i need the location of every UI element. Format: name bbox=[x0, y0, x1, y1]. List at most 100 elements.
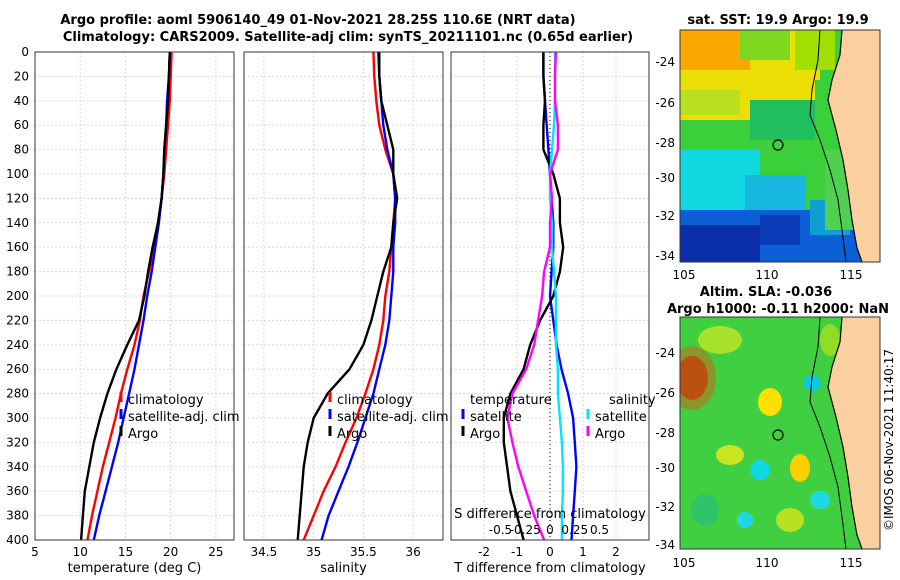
sla-map-subtitle: Argo h1000: -0.11 h2000: NaN bbox=[667, 302, 889, 317]
s-difference-tick: -0.25 bbox=[510, 523, 541, 537]
xtick-label: 34.5 bbox=[251, 545, 278, 559]
series-temperature-argo bbox=[502, 52, 565, 540]
xtick-label: 20 bbox=[163, 545, 178, 559]
legend-entry: satellite-adj. clim bbox=[337, 410, 449, 425]
ytick-label: 100 bbox=[6, 167, 29, 181]
axes-box bbox=[450, 51, 650, 541]
sst-ytick--32: -32 bbox=[655, 209, 675, 223]
legend-entry: satellite bbox=[470, 410, 522, 425]
sla-xtick-105: 105 bbox=[673, 556, 696, 570]
ytick-label: 180 bbox=[6, 265, 29, 279]
series-temperature-satellite bbox=[542, 52, 578, 540]
sla-ytick--34: -34 bbox=[655, 538, 675, 552]
sla-map: Altim. SLA: -0.036 Argo h1000: -0.11 h20… bbox=[655, 285, 889, 570]
ytick-label: 0 bbox=[21, 45, 29, 59]
sst-ytick--34: -34 bbox=[655, 249, 675, 263]
xtick-label: 0 bbox=[546, 545, 554, 559]
xtick-label: 25 bbox=[208, 545, 223, 559]
profile-panel-2: -2 -1 0 1 2 T difference from climatology temp… bbox=[450, 51, 656, 576]
profile-panels: 5 10 15 20 250204060801001201401601802002202… bbox=[6, 45, 656, 576]
sla-map-title: Altim. SLA: -0.036 bbox=[700, 285, 832, 300]
ytick-label: 120 bbox=[6, 191, 29, 205]
series-argo bbox=[296, 52, 399, 540]
ytick-label: 200 bbox=[6, 289, 29, 303]
sst-map-title: sat. SST: 19.9 Argo: 19.9 bbox=[687, 13, 868, 28]
series-group bbox=[79, 52, 173, 540]
ytick-label: 140 bbox=[6, 216, 29, 230]
profile-panel-1: 34.5 35 35.5 36 salinity climatology satellite… bbox=[243, 51, 449, 576]
legend-entry: Argo bbox=[128, 427, 158, 442]
ytick-label: 280 bbox=[6, 387, 29, 401]
ytick-label: 320 bbox=[6, 435, 29, 449]
ytick-label: 40 bbox=[14, 94, 29, 108]
legend-heading-salinity: salinity bbox=[609, 393, 656, 408]
sst-map: sat. SST: 19.9 Argo: 19.9 105 110 115 bbox=[655, 13, 881, 282]
ytick-label: 260 bbox=[6, 362, 29, 376]
sla-ytick--26: -26 bbox=[655, 386, 675, 400]
ytick-label: 80 bbox=[14, 143, 29, 157]
figure-title-line1: Argo profile: aoml 5906140_49 01-Nov-202… bbox=[60, 13, 575, 28]
series-group bbox=[296, 52, 399, 540]
figure-title-line2: Climatology: CARS2009. Satellite-adj cli… bbox=[63, 30, 633, 45]
legend-entry: satellite-adj. clim bbox=[128, 410, 240, 425]
sla-ytick--28: -28 bbox=[655, 426, 675, 440]
xtick-label: 15 bbox=[118, 545, 133, 559]
series-group bbox=[502, 52, 578, 540]
imos-credit: ©IMOS 06-Nov-2021 11:40:17 bbox=[882, 349, 896, 531]
xtick-label: 35 bbox=[306, 545, 321, 559]
legend-heading-temperature: temperature bbox=[470, 393, 552, 408]
xtick-label: 36 bbox=[406, 545, 421, 559]
sla-ytick--30: -30 bbox=[655, 461, 675, 475]
ytick-label: 240 bbox=[6, 338, 29, 352]
x-axis-label: salinity bbox=[320, 561, 367, 576]
xtick-label: -1 bbox=[511, 545, 523, 559]
sst-map-field bbox=[680, 30, 880, 262]
legend-entry: climatology bbox=[337, 393, 413, 408]
s-difference-label: S difference from climatology bbox=[454, 507, 646, 522]
xtick-label: 5 bbox=[31, 545, 39, 559]
series-salinity-argo bbox=[506, 52, 560, 540]
x-axis-label: temperature (deg C) bbox=[68, 561, 202, 576]
sst-xtick-115: 115 bbox=[840, 268, 863, 282]
sla-ytick--32: -32 bbox=[655, 500, 675, 514]
legend-entry: satellite bbox=[595, 410, 647, 425]
sla-map-field bbox=[680, 317, 880, 549]
s-difference-tick: 0.5 bbox=[590, 523, 609, 537]
ytick-label: 400 bbox=[6, 533, 29, 547]
series-climatology bbox=[302, 52, 397, 540]
ytick-label: 360 bbox=[6, 484, 29, 498]
legend-entry: Argo bbox=[470, 427, 500, 442]
sla-xtick-110: 110 bbox=[756, 556, 779, 570]
legend-entry: Argo bbox=[595, 427, 625, 442]
ytick-label: 60 bbox=[14, 118, 29, 132]
sst-xtick-110: 110 bbox=[756, 268, 779, 282]
sst-ytick--26: -26 bbox=[655, 96, 675, 110]
ytick-label: 220 bbox=[6, 313, 29, 327]
s-difference-tick: -0.5 bbox=[489, 523, 512, 537]
xtick-label: 2 bbox=[612, 545, 620, 559]
sst-ytick--28: -28 bbox=[655, 136, 675, 150]
sst-ytick--30: -30 bbox=[655, 171, 675, 185]
ytick-label: 380 bbox=[6, 509, 29, 523]
sla-xtick-115: 115 bbox=[840, 556, 863, 570]
xtick-label: -2 bbox=[478, 545, 490, 559]
xtick-label: 35.5 bbox=[350, 545, 377, 559]
s-difference-tick: 0 bbox=[546, 523, 554, 537]
axes-box bbox=[243, 51, 444, 541]
ytick-label: 340 bbox=[6, 460, 29, 474]
ytick-label: 160 bbox=[6, 240, 29, 254]
ytick-label: 20 bbox=[14, 69, 29, 83]
sst-ytick--24: -24 bbox=[655, 55, 675, 69]
series-satellite-adj-clim bbox=[320, 52, 397, 540]
xtick-label: 10 bbox=[73, 545, 88, 559]
series-salinity-satellite bbox=[548, 52, 565, 540]
profile-panel-0: 5 10 15 20 25 0 20 40 60 80 100 120 140 160 180 200 220 2… bbox=[6, 45, 240, 576]
legend-entry: Argo bbox=[337, 427, 367, 442]
series-argo bbox=[79, 52, 171, 540]
sst-xtick-105: 105 bbox=[673, 268, 696, 282]
x-axis-label: T difference from climatology bbox=[453, 561, 646, 576]
axes-box bbox=[34, 51, 235, 541]
legend-entry: climatology bbox=[128, 393, 204, 408]
xtick-label: 1 bbox=[579, 545, 587, 559]
